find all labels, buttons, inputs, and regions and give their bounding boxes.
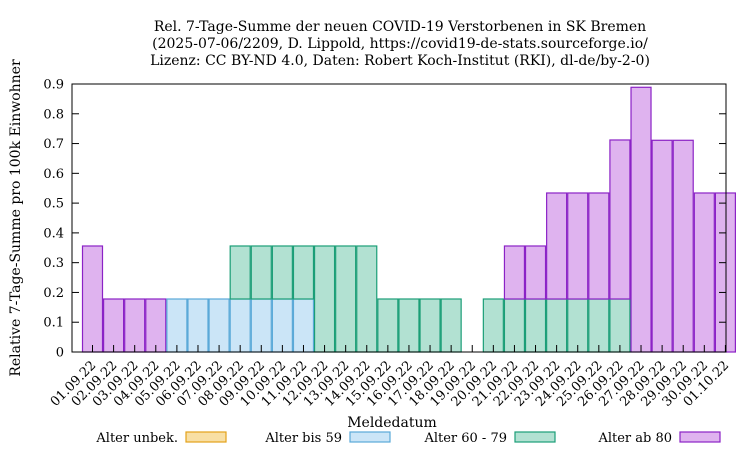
y-tick-label: 0.7 [43,137,64,152]
y-tick-label: 0.8 [43,107,64,122]
legend-swatch-3 [679,431,721,443]
x-axis-title: Meldedatum [347,415,437,431]
title-line-2: (2025-07-06/2209, D. Lippold, https://co… [152,36,648,52]
chart-title: Rel. 7-Tage-Summe der neuen COVID-19 Ver… [150,19,650,69]
bar-13.09.22-series-2 [335,245,357,353]
bar-15.09.22-series-2 [377,298,399,353]
bar-09.09.22-series-1 [250,298,272,353]
y-tick-label: 0 [56,346,64,361]
bar-10.09.22-series-1 [271,298,293,353]
bar-05.09.22-series-1 [166,298,188,353]
bar-26.09.22-series-2 [609,298,631,353]
legend-label-2: Alter 60 - 79 [423,431,507,446]
bar-30.09.22-series-3 [693,192,715,353]
bar-08.09.22-series-2 [229,245,251,300]
bar-17.09.22-series-2 [419,298,441,353]
y-tick-label: 0.2 [43,286,64,301]
bar-07.09.22-series-1 [208,298,230,353]
y-tick-label: 0.4 [43,226,64,241]
bar-03.09.22-series-3 [124,298,146,353]
bar-23.09.22-series-2 [546,298,568,353]
bar-20.09.22-series-2 [482,298,504,353]
y-tick-label: 0.6 [43,167,64,182]
bar-28.09.22-series-3 [651,139,673,353]
y-tick-label: 0.9 [43,78,64,93]
legend-label-3: Alter ab 80 [597,431,672,446]
bar-02.09.22-series-3 [102,298,125,353]
bar-24.09.22-series-2 [567,298,589,353]
bar-29.09.22-series-3 [672,139,694,353]
bar-01.09.22-series-3 [81,245,104,353]
bar-11.09.22-series-1 [292,298,315,353]
bar-22.09.22-series-3 [524,245,547,300]
bar-09.09.22-series-2 [250,245,272,300]
bar-11.09.22-series-2 [292,245,315,300]
bar-04.09.22-series-3 [145,298,167,353]
bar-23.09.22-series-3 [546,192,568,300]
bar-21.09.22-series-2 [503,298,526,353]
bar-21.09.22-series-3 [503,245,526,300]
legend-swatch-0 [185,431,227,443]
bar-06.09.22-series-1 [187,298,209,353]
bars [81,86,737,353]
bar-01.10.22-series-3 [714,192,737,353]
bar-25.09.22-series-3 [588,192,610,300]
title-line-1: Rel. 7-Tage-Summe der neuen COVID-19 Ver… [154,19,646,35]
plot-frame [71,83,727,353]
legend: Alter unbek. Alter bis 59 Alter 60 - 79 Alt… [95,431,721,446]
bar-12.09.22-series-2 [313,245,336,353]
bar-22.09.22-series-2 [524,298,547,353]
y-tick-label: 0.1 [43,316,64,331]
bar-27.09.22-series-3 [630,86,652,353]
y-tick-label: 0.3 [43,256,64,271]
bar-14.09.22-series-2 [356,245,378,353]
bar-10.09.22-series-2 [271,245,293,300]
bar-18.09.22-series-2 [440,298,462,353]
title-line-3: Lizenz: CC BY-ND 4.0, Daten: Robert Koch… [150,53,650,69]
legend-swatch-1 [349,431,391,443]
bar-16.09.22-series-2 [398,298,420,353]
bar-25.09.22-series-2 [588,298,610,353]
y-axis-title: Relative 7-Tage-Summe pro 100k Einwohner [8,59,24,377]
bar-08.09.22-series-1 [229,298,251,353]
legend-swatch-2 [514,431,556,443]
bar-26.09.22-series-3 [609,139,631,300]
bar-24.09.22-series-3 [567,192,589,300]
legend-label-0: Alter unbek. [95,431,178,446]
y-tick-label: 0.5 [43,197,64,212]
legend-label-1: Alter bis 59 [264,431,342,446]
